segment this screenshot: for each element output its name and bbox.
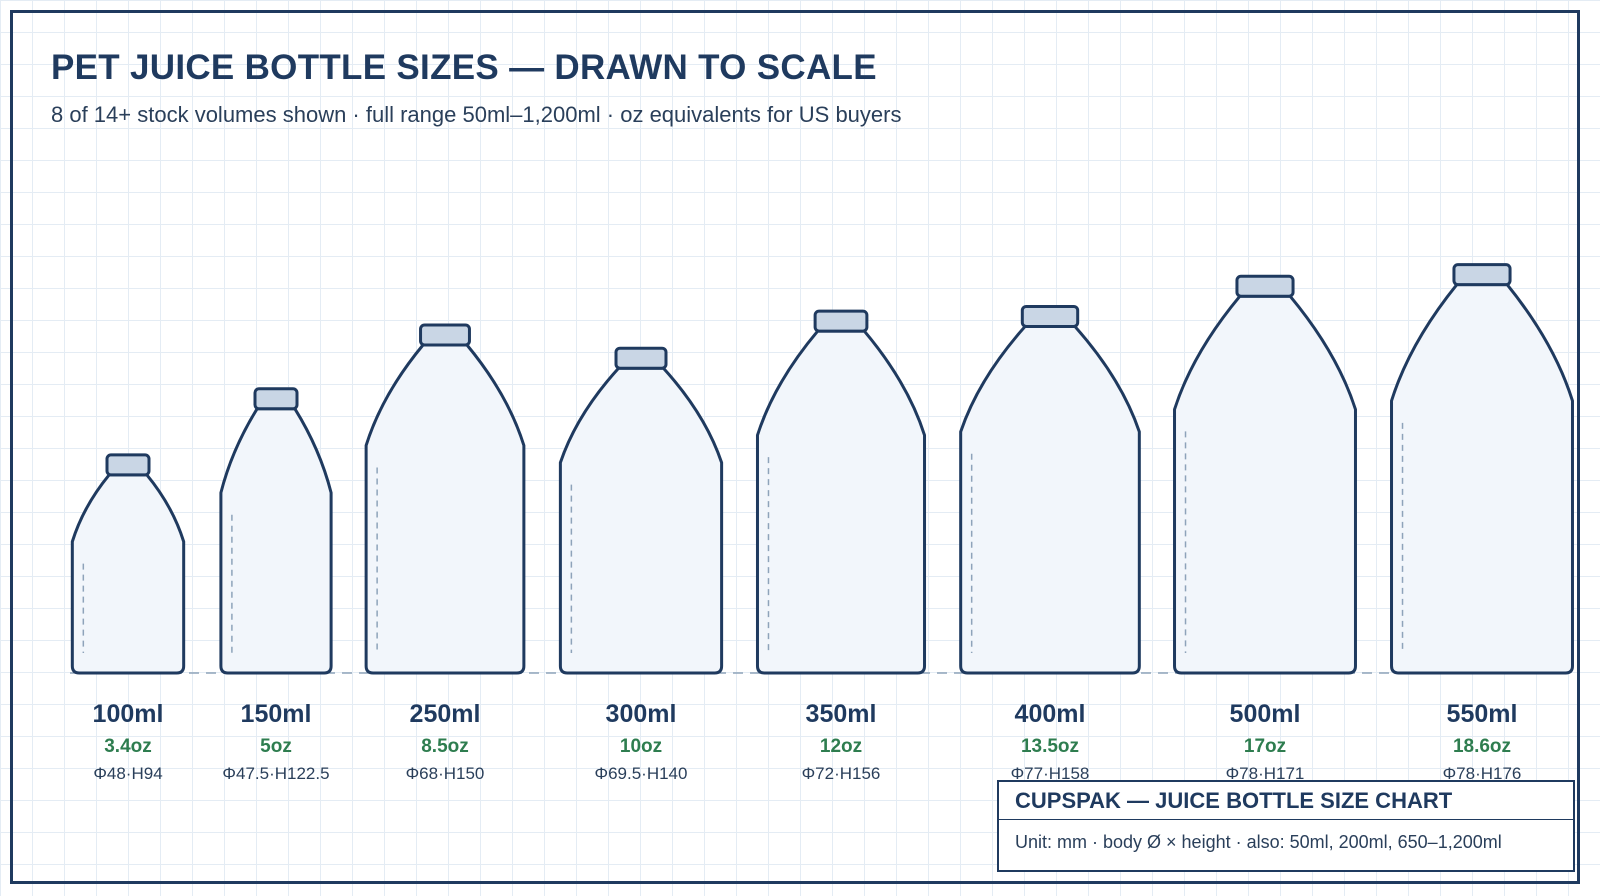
dims-label-400ml: Φ77·H158 [1011, 764, 1090, 783]
info-heading: CUPSPAK — JUICE BOTTLE SIZE CHART [999, 782, 1573, 820]
volume-label-550ml: 550ml [1447, 700, 1518, 728]
bottle-body-250ml [364, 343, 526, 675]
dims-label-350ml: Φ72·H156 [802, 764, 881, 783]
bottle-cap-400ml [1020, 304, 1080, 328]
page-subtitle: 8 of 14+ stock volumes shown · full rang… [51, 102, 902, 127]
info-note: Unit: mm · body Ø × height · also: 50ml,… [1015, 832, 1502, 852]
volume-label-150ml: 150ml [241, 700, 312, 728]
oz-label-150ml: 5oz [260, 736, 292, 757]
bottle-body-500ml [1173, 294, 1357, 675]
bottle-body-550ml [1390, 283, 1574, 675]
oz-label-100ml: 3.4oz [104, 736, 152, 757]
volume-label-250ml: 250ml [410, 700, 481, 728]
dims-label-300ml: Φ69.5·H140 [595, 764, 688, 783]
volume-label-500ml: 500ml [1230, 700, 1301, 728]
page-title: PET JUICE BOTTLE SIZES — DRAWN TO SCALE [51, 48, 877, 87]
bottle-cap-300ml [614, 346, 668, 370]
chart-frame [10, 10, 1580, 884]
volume-label-300ml: 300ml [606, 700, 677, 728]
bottle-body-400ml [959, 324, 1141, 675]
bottle-body-300ml [558, 366, 724, 675]
bottle-cap-350ml [813, 309, 869, 333]
oz-label-250ml: 8.5oz [421, 736, 469, 757]
oz-label-350ml: 12oz [820, 736, 862, 757]
bottle-cap-150ml [253, 387, 299, 411]
oz-label-500ml: 17oz [1244, 736, 1286, 757]
dims-label-250ml: Φ68·H150 [406, 764, 485, 783]
oz-label-400ml: 13.5oz [1021, 736, 1079, 757]
bottle-cap-500ml [1235, 274, 1295, 298]
bottle-body-150ml [219, 407, 333, 675]
bottle-cap-100ml [105, 453, 151, 477]
dims-label-550ml: Φ78·H176 [1443, 764, 1522, 783]
volume-label-400ml: 400ml [1015, 700, 1086, 728]
volume-label-350ml: 350ml [806, 700, 877, 728]
bottle-cap-550ml [1452, 263, 1512, 287]
info-box: CUPSPAK — JUICE BOTTLE SIZE CHART Unit: … [997, 780, 1575, 872]
dims-label-500ml: Φ78·H171 [1226, 764, 1305, 783]
oz-label-300ml: 10oz [620, 736, 662, 757]
bottle-body-100ml [70, 473, 186, 675]
volume-label-100ml: 100ml [93, 700, 164, 728]
oz-label-550ml: 18.6oz [1453, 736, 1511, 757]
dims-label-100ml: Φ48·H94 [93, 764, 162, 783]
bottle-cap-250ml [419, 323, 471, 347]
bottle-body-350ml [755, 329, 927, 675]
dims-label-150ml: Φ47.5·H122.5 [222, 764, 329, 783]
